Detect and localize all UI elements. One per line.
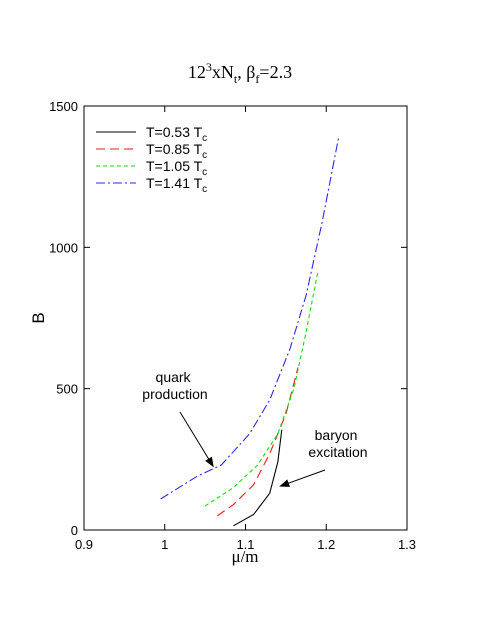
annotation-baryon-arrow [279,469,326,487]
legend-label-main: T=1.41 T [146,175,203,191]
y-tick-label: 500 [56,382,78,397]
title-main: 12 [188,62,206,82]
legend-label-sub: c [202,150,207,161]
legend-label-main: T=0.85 T [146,141,203,157]
legend-label-sub: c [202,184,207,195]
legend-label-2: T=0.85 Tc [146,141,207,161]
chart-title: 123xNt, βf=2.3 [188,60,292,86]
axis-ticks: 0.9 1 1.1 1.2 1.3 0 500 1000 1500 [49,99,416,552]
series-line-1 [233,429,283,527]
y-tick-label: 0 [71,523,78,538]
x-tick-label: 1 [161,537,168,552]
series-group [160,138,339,527]
annotation-baryon-line1: baryon [315,427,358,443]
title-tail: =2.3 [259,62,292,82]
x-tick-label: 1.3 [398,537,416,552]
legend: T=0.53 TcT=0.85 TcT=1.05 TcT=1.41 Tc [96,124,207,195]
annotation-baryon-line2: excitation [308,444,367,460]
y-axis-label: B [29,312,48,323]
y-tick-label: 1000 [49,240,78,255]
y-tick-label: 1500 [49,99,78,114]
series-line-3 [204,269,319,507]
legend-label-sub: c [202,167,207,178]
annotation-quark-line1: quark [156,369,192,385]
annotation-quark-line2: production [142,386,207,402]
annotation-quark-arrow [179,411,214,468]
title-sub: t [234,72,238,86]
annotation-baryon: baryon excitation [308,427,367,460]
title-sep: , [237,62,246,82]
title-beta: β [246,62,255,82]
title-sup: 3 [206,60,212,74]
legend-label-3: T=1.05 Tc [146,158,207,178]
title-mid: xN [212,62,234,82]
plot-frame [83,105,408,531]
legend-label-main: T=1.05 T [146,158,203,174]
x-tick-label: 1.2 [317,537,335,552]
x-axis-label: μ/m [231,547,258,566]
legend-label-main: T=0.53 T [146,124,203,140]
series-line-2 [216,367,299,517]
x-tick-label: 1.1 [236,537,254,552]
title-beta-sub: f [255,72,259,86]
series-line-4 [160,138,339,500]
annotation-quark: quark production [142,369,207,402]
x-tick-label: 0.9 [75,537,93,552]
legend-label-1: T=0.53 Tc [146,124,207,144]
legend-label-sub: c [202,133,207,144]
legend-label-4: T=1.41 Tc [146,175,207,195]
